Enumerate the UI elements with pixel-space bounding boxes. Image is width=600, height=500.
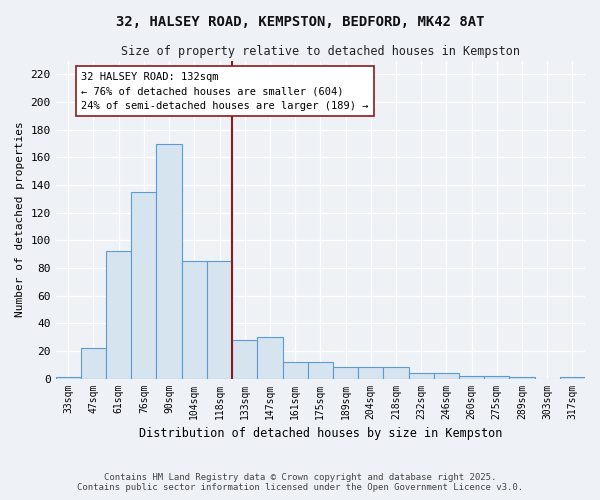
Bar (459, 376, 484, 378)
Bar (81, 348, 106, 378)
Bar (509, 377, 535, 378)
Bar (257, 337, 283, 378)
Bar (434, 373, 459, 378)
Text: Contains HM Land Registry data © Crown copyright and database right 2025.
Contai: Contains HM Land Registry data © Crown c… (77, 473, 523, 492)
Bar (283, 362, 308, 378)
Bar (484, 376, 509, 378)
Y-axis label: Number of detached properties: Number of detached properties (15, 122, 25, 318)
Bar (358, 368, 383, 378)
X-axis label: Distribution of detached houses by size in Kempston: Distribution of detached houses by size … (139, 427, 502, 440)
Bar (182, 261, 207, 378)
Bar (157, 144, 182, 378)
Bar (333, 368, 358, 378)
Bar (56, 377, 81, 378)
Title: Size of property relative to detached houses in Kempston: Size of property relative to detached ho… (121, 45, 520, 58)
Bar (308, 362, 333, 378)
Bar (106, 252, 131, 378)
Bar (232, 340, 257, 378)
Bar (560, 377, 585, 378)
Bar (131, 192, 157, 378)
Text: 32 HALSEY ROAD: 132sqm
← 76% of detached houses are smaller (604)
24% of semi-de: 32 HALSEY ROAD: 132sqm ← 76% of detached… (81, 72, 368, 111)
Bar (207, 261, 232, 378)
Text: 32, HALSEY ROAD, KEMPSTON, BEDFORD, MK42 8AT: 32, HALSEY ROAD, KEMPSTON, BEDFORD, MK42… (116, 15, 484, 29)
Bar (383, 368, 409, 378)
Bar (409, 373, 434, 378)
